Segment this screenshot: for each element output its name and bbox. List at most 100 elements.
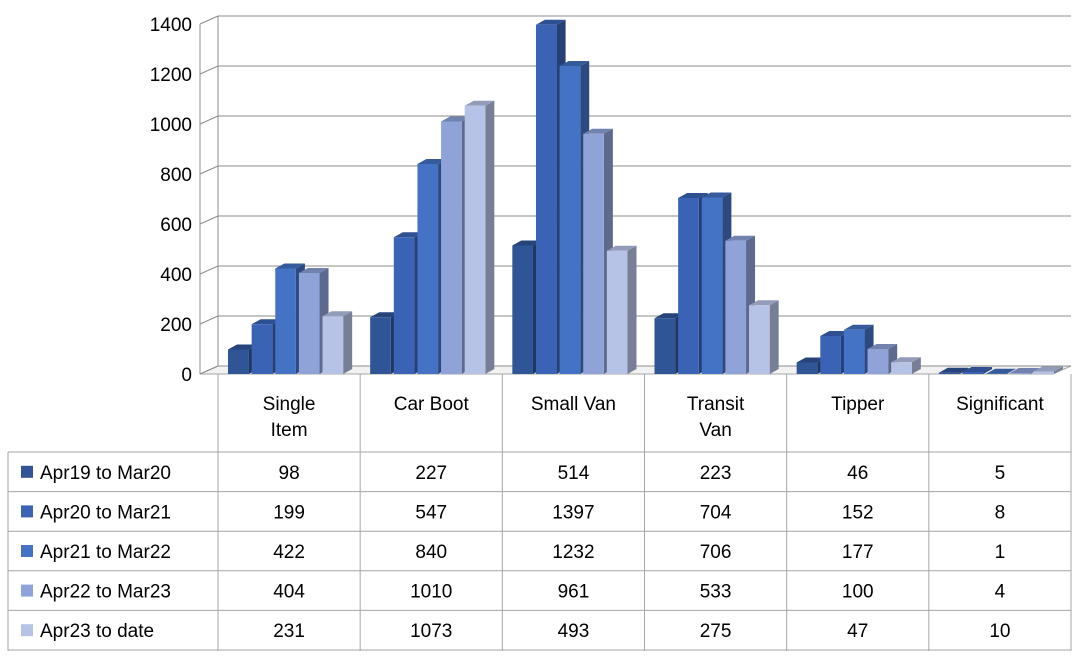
y-tick-label: 800 [160,165,192,186]
x-category-label-line: Item [271,420,308,441]
table-cell-value: 98 [279,463,300,484]
x-category-label-line: Small Van [531,394,616,415]
legend-swatch [21,466,33,478]
bar-front [536,25,557,374]
table-cell-value: 1010 [410,582,452,603]
y-tick-label: 1400 [150,15,192,36]
bar-front [844,330,865,374]
table-cell-value: 514 [558,463,590,484]
table-cell-value: 227 [415,463,447,484]
bar-front [441,122,462,375]
table-cell-value: 4 [995,582,1006,603]
bar [465,101,495,374]
bar-front [939,373,960,374]
y-tick-label: 400 [160,265,192,286]
bar-front [655,318,676,374]
bar-front [607,251,628,374]
table-cell-value: 10 [989,621,1010,642]
side-gridline [200,16,218,24]
bar-front [560,66,581,374]
x-category-label-line: Tipper [831,394,885,415]
table-cell-value: 100 [842,582,874,603]
table-cell-value: 706 [700,542,732,563]
table-cell-value: 223 [700,463,732,484]
table-cell-value: 231 [273,621,305,642]
table-cell-value: 404 [273,582,305,603]
table-cell-value: 422 [273,542,305,563]
side-gridline [200,66,218,74]
y-tick-label: 1000 [150,115,192,136]
legend-label: Apr19 to Mar20 [40,463,171,484]
y-tick-label: 600 [160,215,192,236]
x-category-label-line: Car Boot [394,394,470,415]
bar-front [583,134,604,374]
bar-front [678,198,699,374]
bar-side [343,311,352,374]
legend-swatch [21,585,33,597]
bar-front [749,305,770,374]
bar [749,300,779,374]
bar-front [891,362,912,374]
bar-side [628,246,637,374]
side-gridline [200,166,218,174]
legend-swatch [21,545,33,557]
table-cell-value: 46 [847,463,868,484]
bar-front [512,246,533,375]
y-tick-label: 200 [160,315,192,336]
bar-front [725,241,746,374]
x-category-label-line: Transit [687,394,745,415]
table-cell-value: 547 [415,502,447,523]
data-table: Single Item Car Boot Small Van Transit Van Tip… [8,374,1071,651]
y-tick-label: 1200 [150,65,192,86]
bar-side [485,101,494,374]
table-cell-value: 1397 [552,502,594,523]
bar-front [702,198,723,375]
bars [228,20,1063,374]
x-category-label: Significant [956,394,1044,415]
x-category-label-line: Significant [956,394,1044,415]
legend-label: Apr23 to date [40,621,154,642]
table-cell-value: 704 [700,502,732,523]
x-category-label: Small Van [531,394,616,415]
bar-front [275,269,296,375]
table-cell-value: 533 [700,582,732,603]
bar-front [394,237,415,374]
side-gridline [200,316,218,324]
bar-front [962,372,983,374]
table-cell-value: 493 [558,621,590,642]
table-cell-value: 1073 [410,621,452,642]
bar-front [252,324,273,374]
bar-front [820,336,841,374]
y-axis-ticks: 0 200 400 600 800 1000 1200 1400 [150,15,192,386]
bar-front [299,273,320,374]
table-cell-value: 961 [558,582,590,603]
legend-swatch [21,624,33,636]
table-cell-value: 152 [842,502,874,523]
bar [607,246,637,374]
x-category-label-line: Single [263,394,316,415]
table-cell-value: 177 [842,542,874,563]
bar-front [868,349,889,374]
y-tick-label: 0 [181,365,192,386]
bar-front [1010,373,1031,374]
legend-label: Apr20 to Mar21 [40,502,171,523]
bar [323,311,353,374]
bar-front [370,317,391,374]
table-cell-value: 5 [995,463,1006,484]
side-gridline [200,116,218,124]
table-cell-value: 1 [995,542,1006,563]
x-category-label: Single Item [263,394,316,441]
x-category-label: Car Boot [394,394,470,415]
bar-front [797,363,818,375]
legend-label: Apr22 to Mar23 [40,582,171,603]
side-gridline [200,266,218,274]
x-category-label-line: Van [699,420,731,441]
bar-front [1033,372,1054,375]
table-cell-value: 8 [995,502,1006,523]
table-cell-value: 1232 [552,542,594,563]
bar-front [417,164,438,374]
x-category-label: Transit Van [687,394,745,441]
legend-swatch [21,505,33,517]
